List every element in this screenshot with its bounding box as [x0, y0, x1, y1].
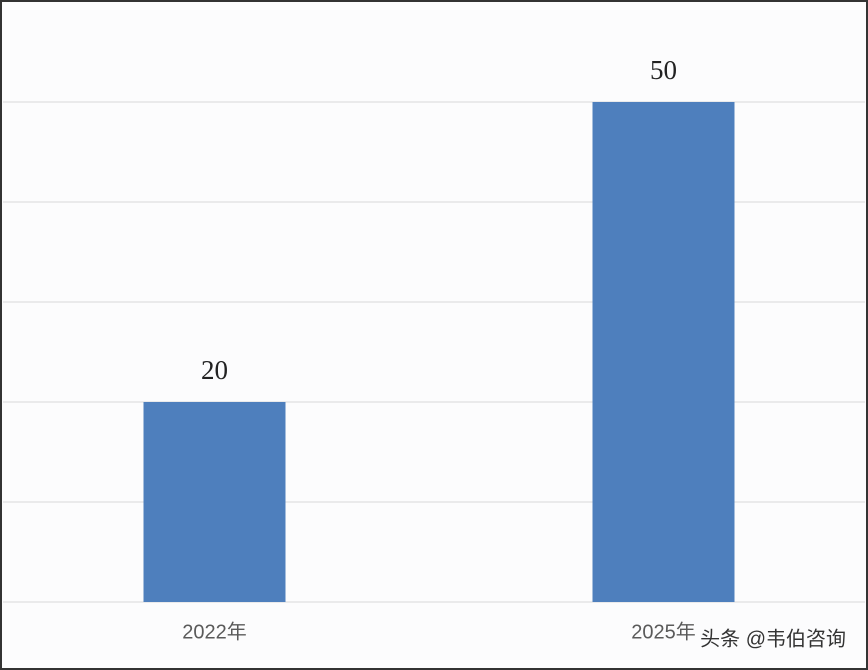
value-label: 20: [201, 355, 228, 385]
value-label: 50: [650, 55, 677, 85]
x-tick-label: 2025年: [631, 620, 696, 643]
bar: [592, 102, 735, 602]
watermark: 头条 @韦伯咨询: [700, 627, 846, 650]
x-tick-label: 2022年: [182, 620, 247, 643]
bar: [143, 402, 286, 602]
